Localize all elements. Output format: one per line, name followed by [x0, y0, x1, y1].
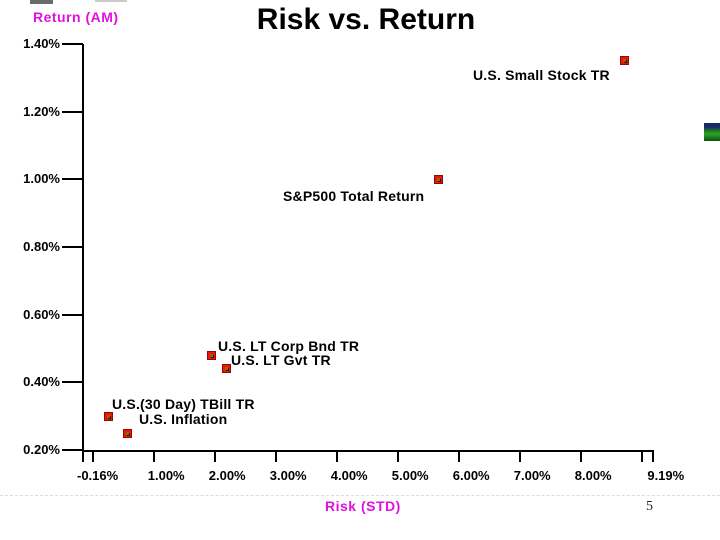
- y-axis-tick: [62, 246, 83, 249]
- x-axis-tick: [652, 452, 655, 462]
- data-point-marker: [222, 364, 232, 374]
- x-axis-tick: [335, 452, 338, 462]
- y-axis-tick: [62, 449, 83, 451]
- data-point-label: U.S. Inflation: [139, 411, 228, 427]
- y-axis-tick-label: 0.40%: [23, 374, 60, 390]
- x-axis-tick-label: 5.00%: [391, 468, 429, 483]
- x-axis-tick: [396, 452, 399, 462]
- x-axis-tick-label: -0.16%: [77, 468, 119, 483]
- x-axis-line: [82, 450, 654, 452]
- data-point-label: S&P500 Total Return: [283, 188, 425, 204]
- x-axis-tick-label: 2.00%: [208, 468, 246, 483]
- data-point-label: U.S. LT Gvt TR: [231, 352, 331, 368]
- x-axis-tick: [457, 452, 460, 462]
- clipped-slide-remnant: [30, 0, 53, 4]
- y-axis-tick-label: 0.20%: [23, 442, 60, 457]
- x-axis-tick-label: 8.00%: [574, 468, 612, 483]
- x-axis-tick: [213, 452, 216, 462]
- x-axis-tick-label: 4.00%: [330, 468, 368, 483]
- data-point-marker: [434, 174, 444, 184]
- slide-decoration-green-square: [704, 123, 720, 141]
- y-axis-tick-label: 0.80%: [23, 239, 60, 255]
- y-axis-title: Return (AM): [33, 9, 119, 25]
- x-axis-tick: [579, 452, 582, 462]
- page-number: 5: [646, 499, 653, 514]
- data-point-marker: [103, 411, 113, 421]
- data-point-label: U.S.(30 Day) TBill TR: [112, 396, 255, 412]
- x-axis-tick-label: 7.00%: [513, 468, 551, 483]
- y-axis-tick-label: 1.40%: [23, 36, 60, 52]
- x-axis-tick-label: 1.00%: [147, 468, 185, 483]
- y-axis-line: [82, 44, 84, 452]
- data-point-marker: [123, 428, 133, 438]
- x-axis-tick-label: 6.00%: [452, 468, 490, 483]
- y-axis-tick: [62, 381, 83, 384]
- x-axis-tick-label: 3.00%: [269, 468, 307, 483]
- x-axis-tick: [82, 452, 84, 462]
- chart-title: Risk vs. Return: [256, 3, 476, 36]
- x-axis-tick: [152, 452, 155, 462]
- x-axis-title: Risk (STD): [325, 498, 401, 514]
- data-point-marker: [620, 56, 630, 66]
- data-point-label: U.S. Small Stock TR: [473, 67, 610, 83]
- placeholder-boundary-line: [0, 495, 720, 496]
- data-point-label: U.S. LT Corp Bnd TR: [218, 338, 360, 354]
- y-axis-tick-label: 1.20%: [23, 103, 60, 119]
- y-axis-tick: [62, 178, 83, 181]
- y-axis-tick-label: 0.60%: [23, 306, 60, 322]
- x-axis-tick: [518, 452, 521, 462]
- y-axis-tick: [62, 110, 83, 113]
- y-axis-tick-label: 1.00%: [23, 171, 60, 187]
- y-axis-tick: [62, 43, 83, 46]
- y-axis-tick: [62, 313, 83, 316]
- x-axis-tick-label: 9.19%: [647, 468, 685, 483]
- x-axis-tick: [274, 452, 277, 462]
- x-axis-tick: [640, 452, 643, 462]
- x-axis-tick: [91, 452, 94, 462]
- data-point-marker: [207, 350, 217, 360]
- clipped-slide-remnant: [95, 0, 127, 2]
